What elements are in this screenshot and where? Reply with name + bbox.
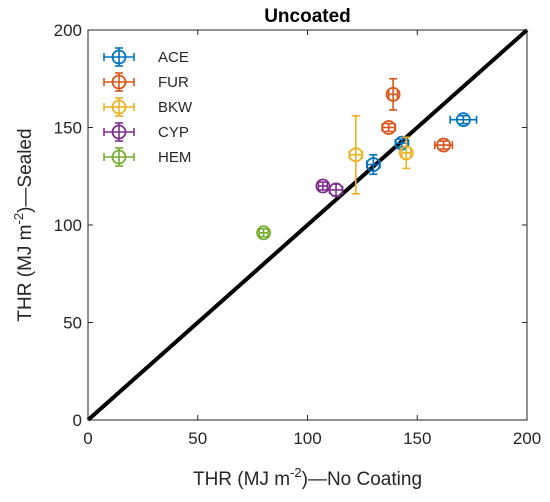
legend-entry-cyp: CYP	[103, 122, 189, 142]
data-point-bkw	[348, 115, 364, 195]
legend-label: ACE	[158, 49, 189, 66]
data-point-hem	[256, 225, 272, 241]
legend-swatch-marker	[111, 149, 127, 165]
legend-label: FUR	[158, 74, 189, 91]
point-marker	[381, 120, 397, 135]
x-tick-label: 0	[83, 429, 92, 448]
legend-swatch-marker	[111, 49, 127, 65]
data-point-ace	[365, 154, 381, 176]
data-point-cyp	[315, 178, 331, 194]
legend-label: CYP	[158, 124, 189, 141]
point-marker	[328, 182, 344, 198]
y-tick-label: 100	[54, 216, 82, 235]
y-tick-label: 150	[54, 119, 82, 138]
legend-entry-fur: FUR	[103, 72, 189, 92]
data-point-cyp	[328, 182, 344, 198]
y-tick-label: 0	[73, 411, 82, 430]
data-point-fur	[434, 137, 454, 153]
x-axis-title: THR (MJ m-2)—No Coating	[193, 465, 422, 490]
y-tick-label: 200	[54, 21, 82, 40]
point-marker	[385, 86, 401, 102]
legend-entries: ACE FUR BKW CYP HEM	[103, 47, 193, 167]
x-tick-label: 100	[293, 429, 321, 448]
point-marker	[348, 147, 364, 163]
legend-entry-hem: HEM	[103, 147, 191, 167]
x-tick-label: 200	[513, 429, 541, 448]
legend-label: HEM	[158, 149, 191, 166]
data-point-ace	[449, 112, 478, 128]
data-point-fur	[385, 77, 401, 111]
reference-line-layer	[86, 28, 529, 422]
point-marker	[455, 112, 471, 128]
x-tick-label: 50	[188, 429, 207, 448]
y-tick-label: 50	[63, 314, 82, 333]
point-marker	[256, 225, 272, 241]
chart-title: Uncoated	[264, 6, 351, 27]
legend: ACE FUR BKW CYP HEM	[96, 38, 202, 170]
point-marker	[398, 145, 414, 161]
plot-frame	[87, 29, 528, 421]
legend-swatch-marker	[111, 99, 127, 115]
legend-swatch-marker	[111, 74, 127, 90]
data-point-fur	[381, 120, 397, 135]
legend-label: BKW	[158, 99, 193, 116]
identity-reference-line	[86, 28, 529, 422]
x-tick-label: 150	[403, 429, 431, 448]
point-marker	[436, 137, 451, 153]
axis-ticks: 0 50 100 150 200 0 50 100 150 200	[54, 21, 542, 448]
legend-entry-ace: ACE	[103, 47, 189, 67]
legend-swatch-marker	[111, 124, 127, 140]
legend-entry-bkw: BKW	[103, 97, 193, 117]
data-points-layer	[256, 77, 478, 241]
y-axis-title: THR (MJ m-2)—Sealed	[11, 128, 36, 321]
data-point-bkw	[398, 136, 414, 170]
point-marker	[365, 157, 381, 172]
